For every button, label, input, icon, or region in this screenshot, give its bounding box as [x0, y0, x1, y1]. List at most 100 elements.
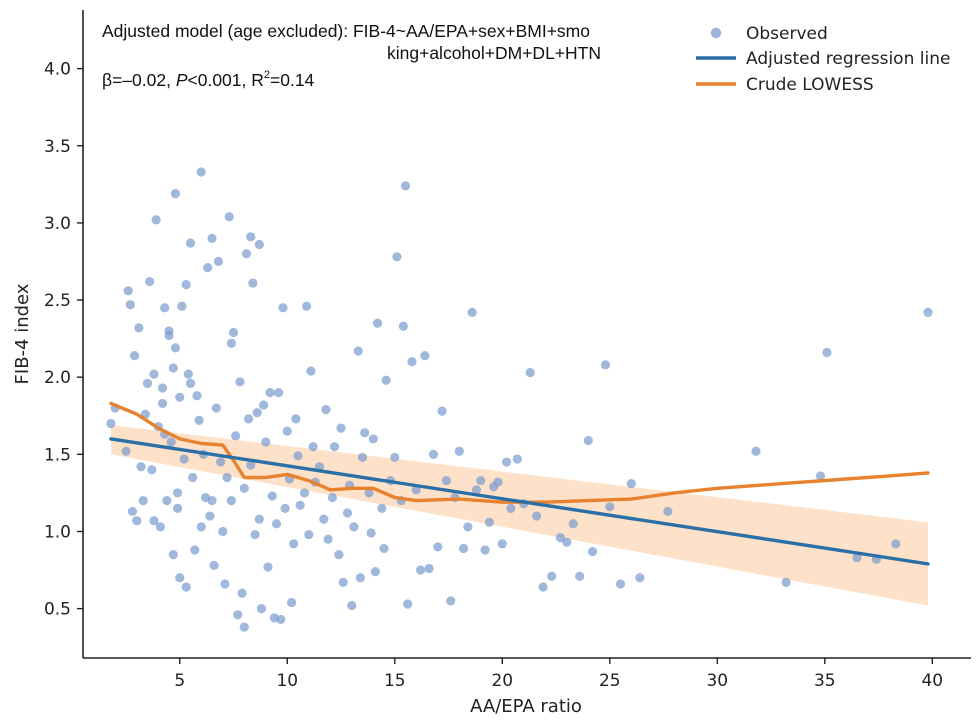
observed-point [278, 303, 288, 313]
y-tick-label: 2.0 [44, 368, 71, 388]
observed-point [254, 514, 264, 524]
observed-point [506, 503, 516, 513]
model-stats: β=–0.02, P<0.001, R2=0.14 [102, 69, 315, 90]
lines-layer [109, 401, 930, 566]
stats-r-rest: =0.14 [270, 70, 315, 90]
stats-p: P [176, 70, 188, 90]
observed-point [471, 485, 482, 495]
observed-point [319, 514, 329, 524]
observed-point [615, 579, 626, 589]
legend-lowess-label: Crude LOWESS [746, 75, 874, 95]
observed-point [334, 550, 344, 560]
x-axis-title: AA/EPA ratio [470, 696, 582, 717]
observed-point [501, 457, 512, 467]
lowess-line [109, 401, 930, 504]
observed-point [781, 577, 791, 588]
observed-point [379, 543, 389, 554]
y-tick-label: 3.0 [44, 214, 71, 234]
observed-point [271, 519, 282, 529]
observed-point [815, 471, 826, 481]
observed-point [151, 215, 161, 225]
observed-point [555, 533, 565, 543]
observed-point [463, 522, 473, 532]
y-tick-label: 1.5 [44, 445, 71, 465]
observed-point [190, 545, 200, 555]
observed-point [224, 212, 234, 222]
observed-point [852, 553, 862, 563]
observed-point [218, 526, 228, 537]
observed-point [304, 529, 314, 540]
observed-point [173, 488, 183, 498]
observed-point [327, 492, 338, 503]
ticks-layer: 5 10 15 20 25 30 35 40 0.5 1.0 1.5 2.0 2.5 3.0 3.5 4.0 [44, 60, 943, 691]
observed-point [891, 539, 901, 549]
confidence-band [110, 425, 928, 606]
observed-point [512, 454, 522, 464]
observed-point [127, 506, 138, 517]
observed-point [415, 565, 426, 575]
observed-point [822, 347, 832, 358]
observed-point [207, 233, 217, 243]
observed-point [308, 442, 318, 452]
observed-point [291, 414, 301, 424]
observed-point [600, 360, 611, 370]
observed-point [454, 446, 464, 456]
observed-point [181, 280, 191, 290]
observed-point [246, 232, 256, 242]
x-tick-label: 20 [491, 671, 513, 691]
observed-point [302, 301, 312, 311]
observed-point [179, 454, 189, 464]
observed-point [626, 479, 636, 489]
y-tick-label: 2.5 [44, 291, 71, 311]
observed-point [157, 383, 168, 393]
observed-point [390, 452, 400, 463]
regression-line [109, 437, 930, 566]
observed-point [207, 496, 217, 506]
observed-point [562, 537, 572, 547]
observed-point [433, 542, 443, 552]
observed-point [267, 491, 277, 501]
observed-point [583, 435, 593, 446]
observed-point [407, 357, 417, 367]
observed-point [231, 431, 241, 441]
stats-beta: β=–0.02, [102, 70, 176, 90]
observed-point [168, 550, 178, 560]
observed-point [663, 506, 673, 517]
observed-point [441, 475, 451, 486]
observed-point [377, 503, 387, 513]
observed-point [349, 522, 359, 532]
observed-point [192, 391, 202, 401]
axes [82, 10, 971, 659]
ci-band-layer [110, 425, 928, 606]
observed-point [147, 465, 157, 475]
observed-point [635, 573, 645, 583]
observed-point [547, 571, 557, 581]
observed-point [336, 423, 346, 433]
observed-point [239, 622, 249, 632]
observed-point [233, 610, 243, 620]
observed-point [164, 326, 174, 336]
observed-point [235, 377, 245, 387]
observed-point [428, 449, 439, 459]
observed-point [138, 496, 148, 506]
observed-point [532, 511, 542, 521]
model-annotation: Adjusted model (age excluded): FIB-4~AA/… [102, 21, 601, 90]
y-tick-label: 1.0 [44, 522, 71, 542]
observed-point [355, 573, 365, 583]
observed-point [368, 434, 378, 444]
observed-point [246, 460, 256, 470]
observed-point [168, 363, 178, 373]
stats-r-superscript: 2 [264, 69, 270, 81]
observed-point [252, 408, 262, 418]
observed-point [289, 539, 299, 549]
observed-point [237, 588, 247, 598]
observed-point [360, 428, 370, 438]
observed-point [185, 378, 196, 388]
observed-point [364, 488, 374, 498]
x-tick-label: 25 [599, 671, 621, 691]
observed-point [467, 307, 477, 317]
observed-point [149, 516, 159, 526]
observed-point [420, 351, 430, 361]
observed-point [357, 452, 368, 463]
